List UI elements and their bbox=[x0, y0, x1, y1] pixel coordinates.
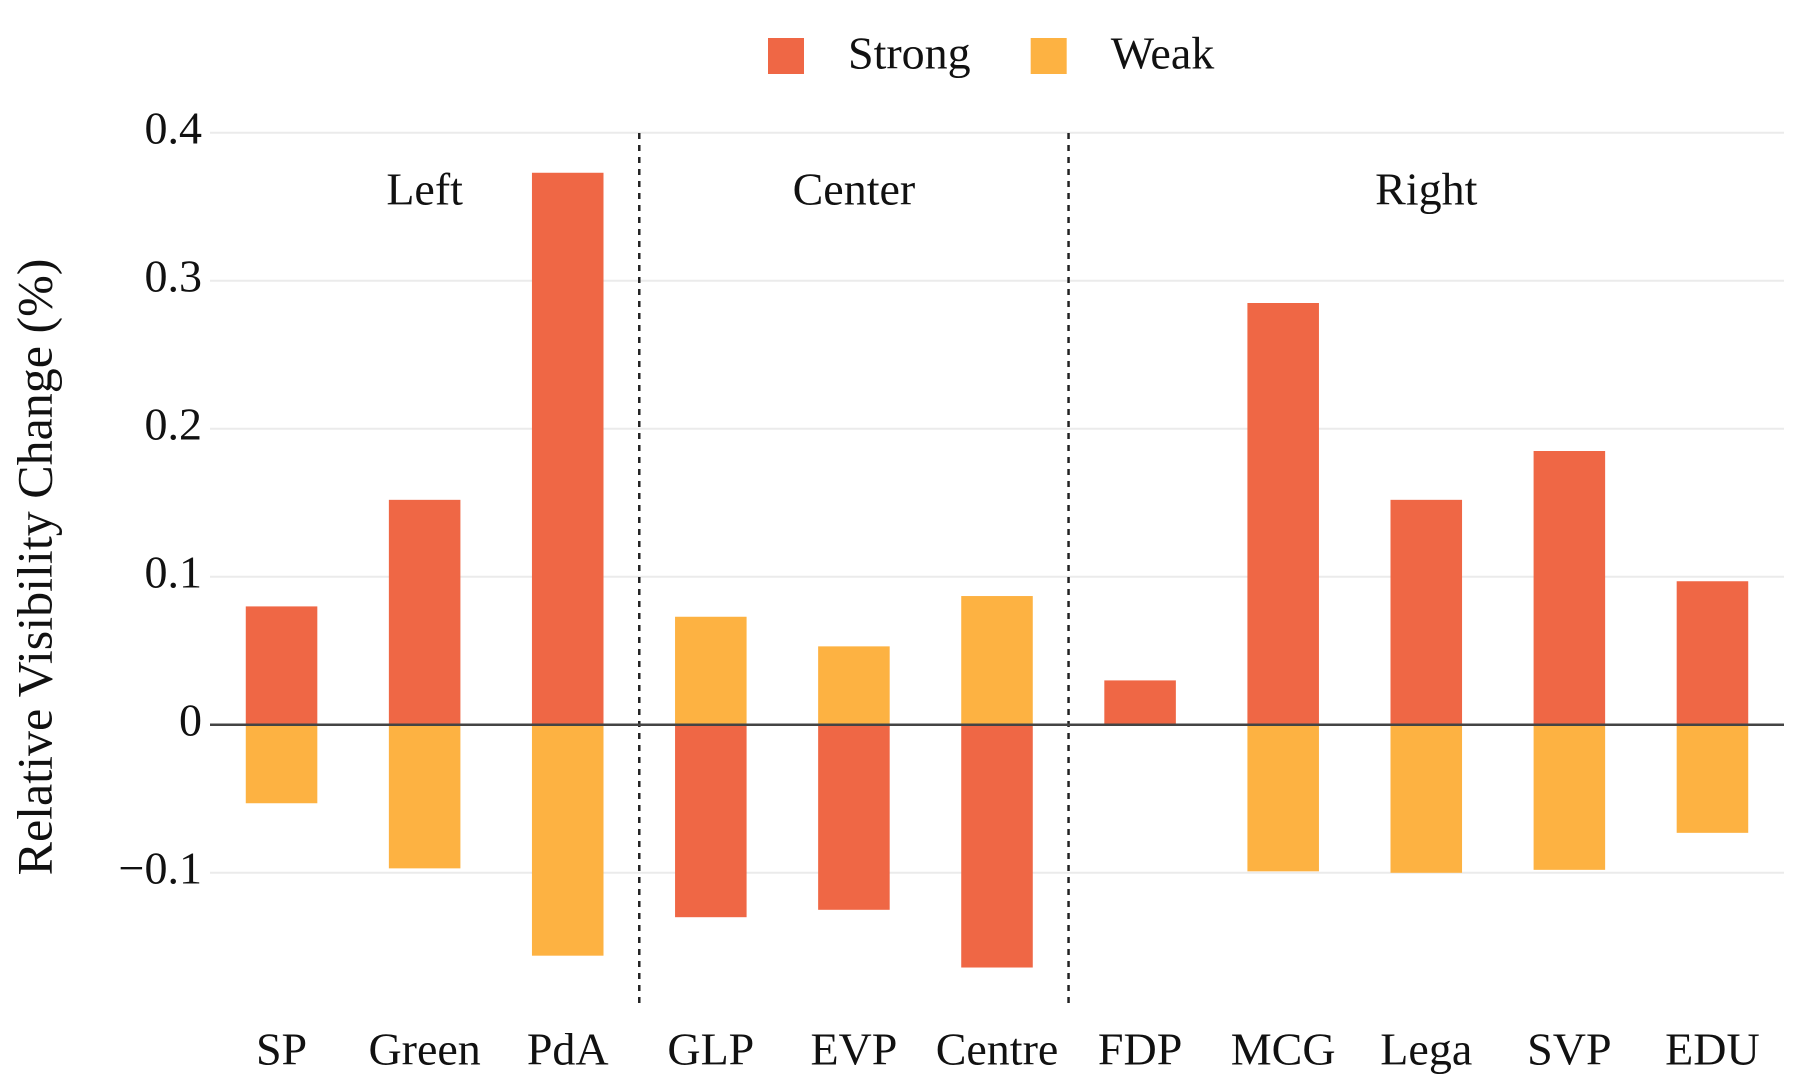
bar bbox=[1247, 303, 1319, 725]
x-tick-label: MCG bbox=[1231, 1024, 1336, 1075]
bar bbox=[245, 606, 318, 725]
x-tick-label: Green bbox=[368, 1024, 480, 1075]
y-tick-label: 0.1 bbox=[145, 546, 203, 597]
bar bbox=[1533, 724, 1606, 870]
bar bbox=[1247, 724, 1319, 872]
legend-swatch bbox=[1030, 38, 1067, 74]
x-tick-label: Lega bbox=[1380, 1024, 1472, 1075]
legend-label: Strong bbox=[848, 28, 971, 79]
bar bbox=[1533, 451, 1606, 725]
y-tick-label: −0.1 bbox=[119, 842, 202, 893]
group-label: Left bbox=[386, 164, 463, 215]
legend-swatch bbox=[768, 38, 804, 74]
x-tick-label: SP bbox=[256, 1024, 307, 1075]
bar bbox=[961, 724, 1033, 968]
y-tick-label: 0.4 bbox=[145, 102, 203, 153]
bar bbox=[1104, 680, 1176, 725]
group-label: Center bbox=[793, 164, 916, 215]
x-tick-label: SVP bbox=[1527, 1024, 1611, 1075]
x-tick-label: FDP bbox=[1098, 1024, 1182, 1075]
bar bbox=[1390, 499, 1463, 725]
y-axis-title: Relative Visibility Change (%) bbox=[6, 259, 62, 876]
bar bbox=[388, 724, 461, 869]
bar bbox=[388, 499, 461, 725]
bar bbox=[675, 616, 747, 725]
x-tick-label: EVP bbox=[810, 1024, 897, 1075]
bar bbox=[675, 724, 747, 918]
bar bbox=[531, 724, 604, 956]
bar bbox=[531, 172, 604, 725]
legend-label: Weak bbox=[1111, 28, 1215, 79]
bar bbox=[1676, 724, 1749, 833]
bar bbox=[245, 724, 318, 804]
y-tick-label: 0.2 bbox=[145, 398, 203, 449]
bar bbox=[1390, 724, 1463, 873]
bar bbox=[818, 724, 890, 910]
y-tick-label: 0 bbox=[179, 694, 202, 745]
bar bbox=[818, 646, 890, 725]
group-label: Right bbox=[1375, 164, 1477, 215]
x-tick-label: EDU bbox=[1665, 1024, 1760, 1075]
bar bbox=[1676, 581, 1749, 725]
x-tick-label: GLP bbox=[667, 1024, 754, 1075]
x-tick-label: Centre bbox=[936, 1024, 1059, 1075]
bar bbox=[961, 596, 1033, 725]
y-tick-label: 0.3 bbox=[145, 250, 203, 301]
x-tick-label: PdA bbox=[527, 1024, 609, 1075]
